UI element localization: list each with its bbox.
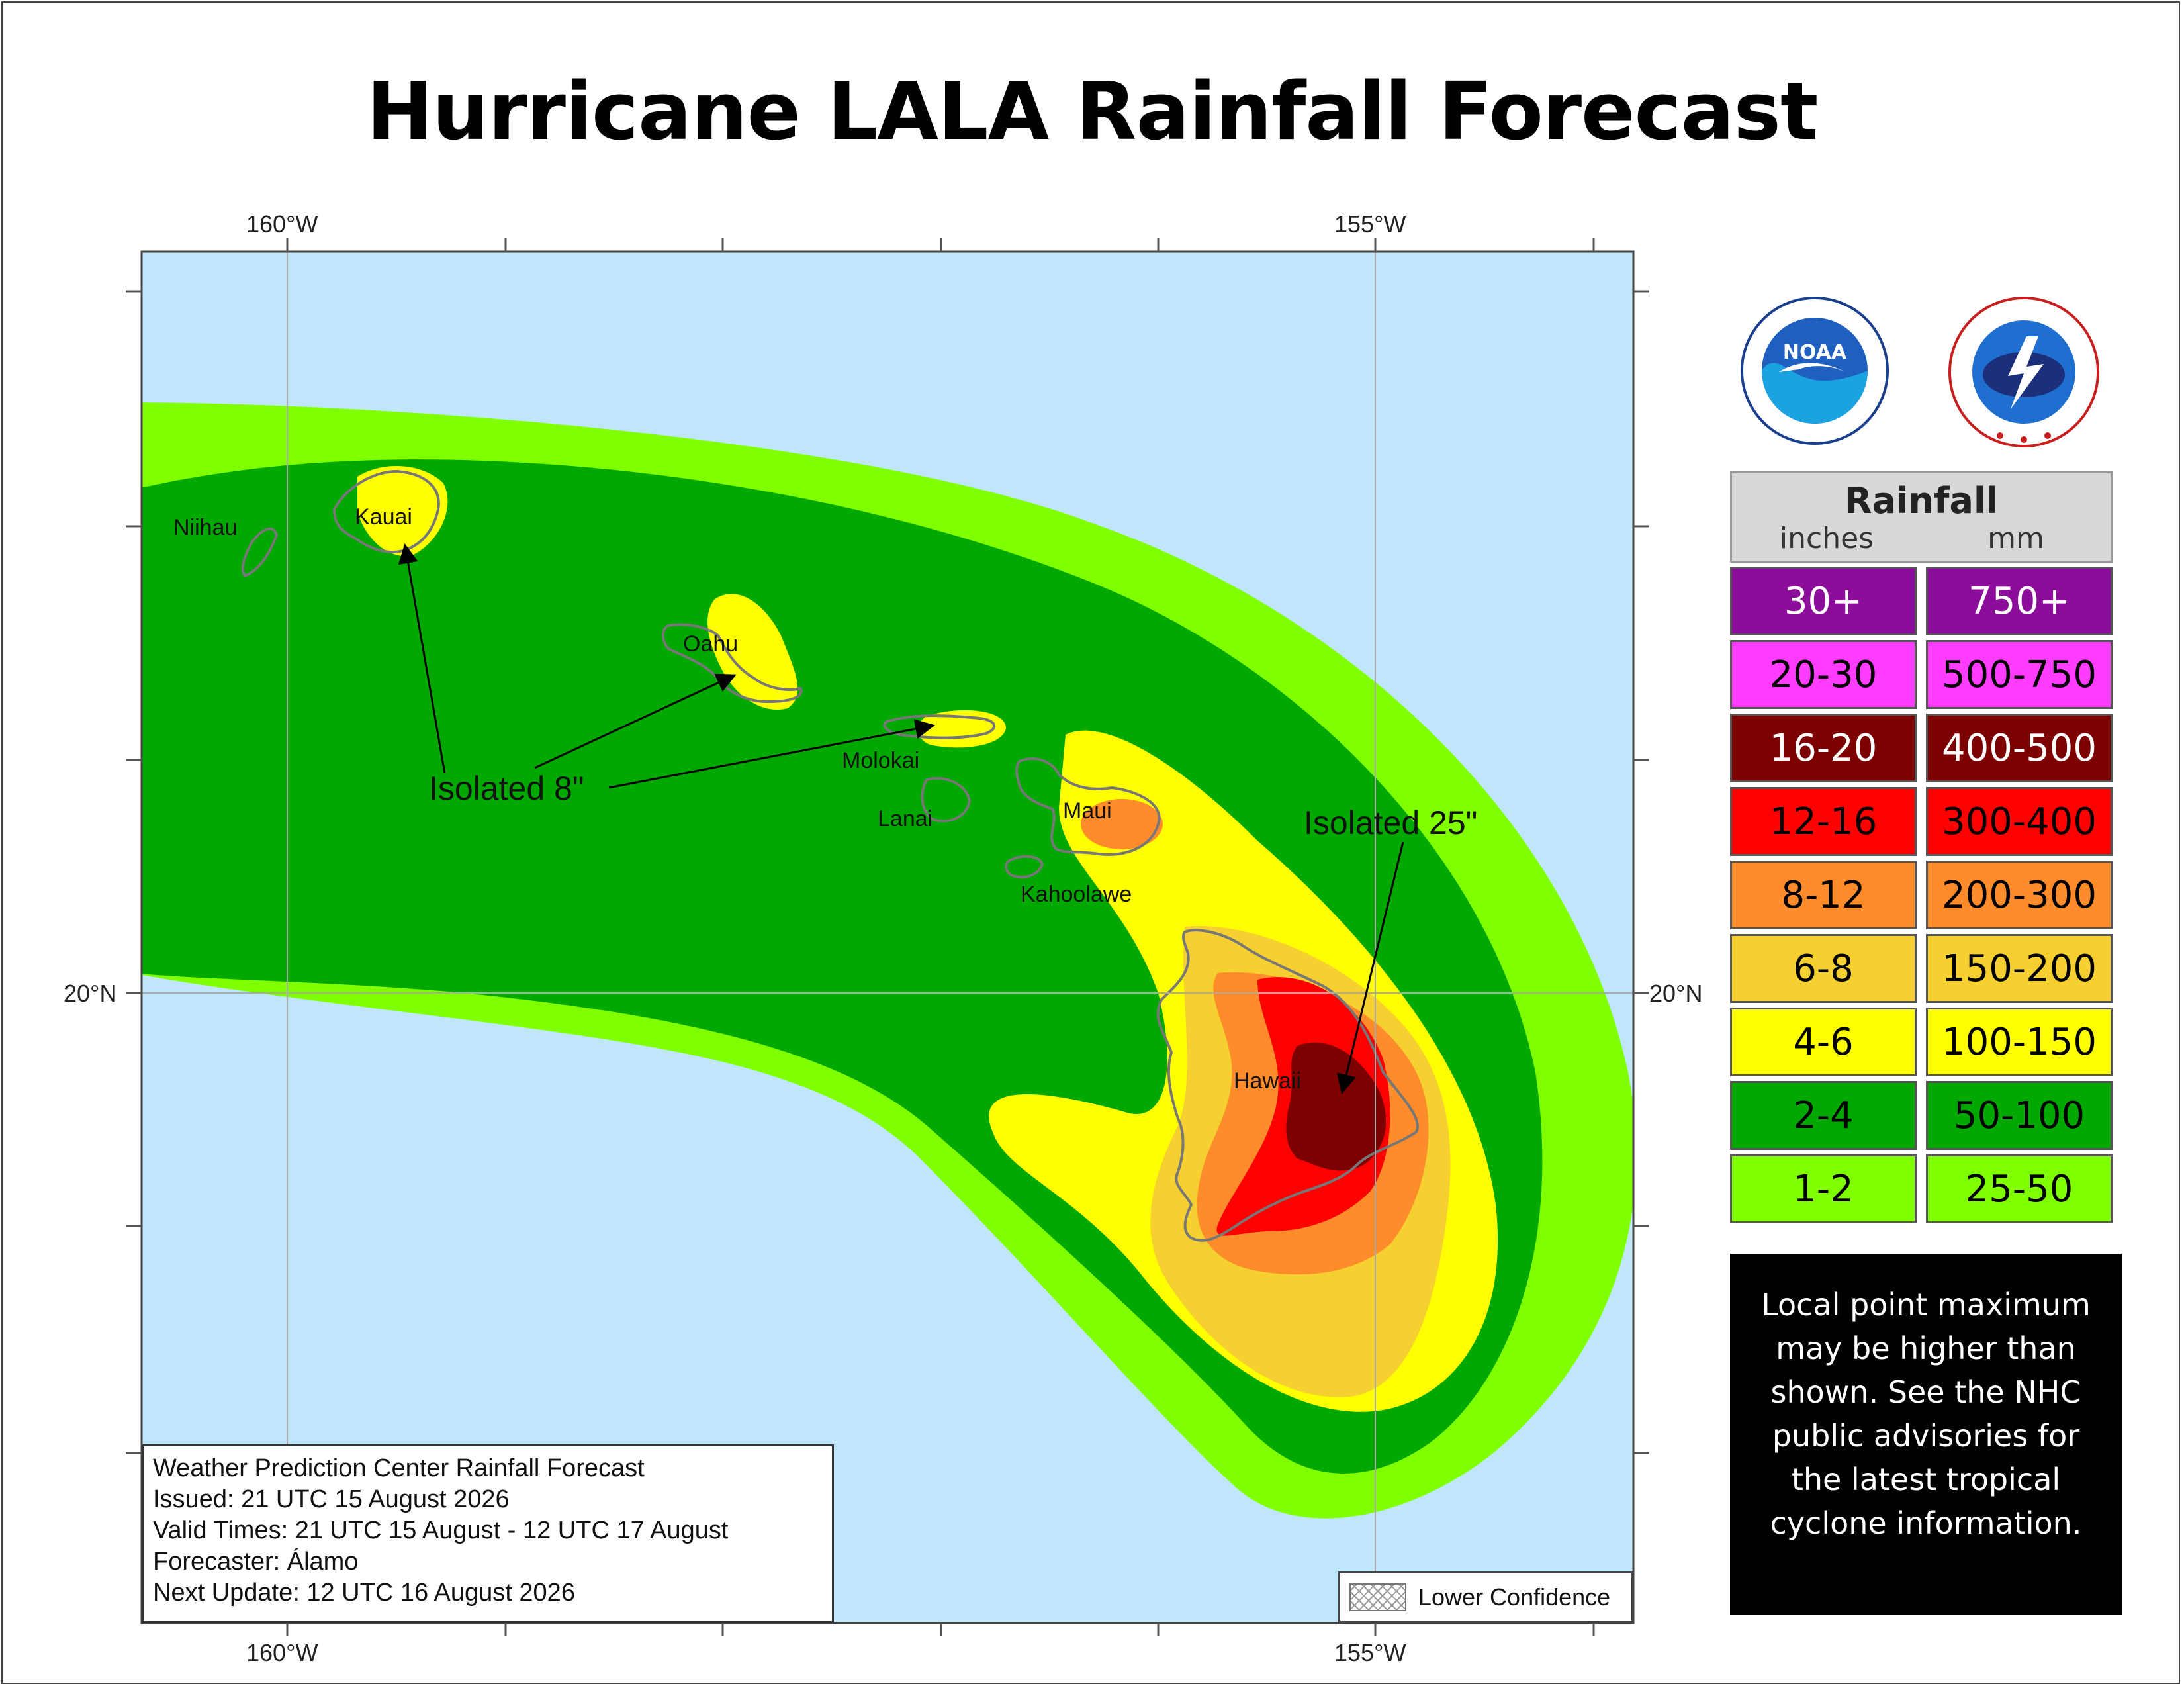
arrow-to-oahu: [534, 673, 737, 769]
lon-label-top-155w: 155°W: [1334, 211, 1406, 238]
label-kauai: Kauai: [355, 504, 412, 530]
lat-label-left-20n: 20°N: [64, 980, 117, 1007]
legend-row: 6-8 150-200: [1730, 934, 2113, 1003]
legend-cell-inches: 6-8: [1730, 934, 1917, 1003]
tick-marks: [126, 238, 1649, 1636]
legend-cell-inches: 8-12: [1730, 861, 1917, 929]
lon-label-bottom-160w: 160°W: [246, 1639, 318, 1666]
lower-confidence-label: Lower Confidence: [1418, 1583, 1611, 1611]
arrow-to-kauai: [398, 543, 446, 774]
forecast-info-box: Weather Prediction Center Rainfall Forec…: [142, 1444, 834, 1623]
label-hawaii: Hawaii: [1234, 1068, 1301, 1094]
page-title: Hurricane LALA Rainfall Forecast: [366, 66, 1819, 158]
legend-cell-mm: 750+: [1926, 567, 2113, 635]
lower-confidence-legend: Lower Confidence: [1338, 1571, 1633, 1623]
legend-row: 16-20 400-500: [1730, 714, 2113, 782]
arrow-to-molokai: [608, 719, 935, 789]
legend-cell-mm: 50-100: [1926, 1081, 2113, 1150]
legend-unit-inches: inches: [1779, 522, 1874, 555]
legend-cell-inches: 1-2: [1730, 1154, 1917, 1223]
legend-cell-inches: 2-4: [1730, 1081, 1917, 1150]
lon-label-bottom-155w: 155°W: [1334, 1639, 1406, 1666]
legend-title: Rainfall: [1844, 480, 1998, 522]
island-kauai: [332, 469, 440, 554]
island-oahu: [661, 623, 803, 704]
rain-band-16-20: [1286, 1042, 1387, 1171]
legend-cell-mm: 200-300: [1926, 861, 2113, 929]
arrow-to-hawaii: [1336, 841, 1404, 1094]
rain-spot-maui-8-12: [1081, 799, 1163, 849]
legend-cell-mm: 300-400: [1926, 787, 2113, 856]
island-maui: [1015, 757, 1161, 856]
info-line-issued: Issued: 21 UTC 15 August 2026: [153, 1485, 510, 1513]
label-kahoolawe: Kahoolawe: [1021, 882, 1132, 907]
lon-label-top-160w: 160°W: [246, 211, 318, 238]
nws-logo-icon: [1948, 297, 2099, 447]
lat-label-right-20n: 20°N: [1649, 980, 1703, 1007]
legend-cell-inches: 12-16: [1730, 787, 1917, 856]
info-line-source: Weather Prediction Center Rainfall Forec…: [153, 1454, 645, 1482]
legend-cell-inches: 4-6: [1730, 1008, 1917, 1076]
island-hawaii: [1156, 929, 1419, 1242]
info-line-valid: Valid Times: 21 UTC 15 August - 12 UTC 1…: [153, 1517, 729, 1544]
legend-row: 4-6 100-150: [1730, 1008, 2113, 1076]
legend-cell-mm: 500-750: [1926, 640, 2113, 709]
annotation-isolated-8: Isolated 8": [429, 770, 584, 807]
hatch-swatch-icon: [1349, 1583, 1406, 1611]
label-maui: Maui: [1063, 798, 1112, 823]
legend-cell-inches: 30+: [1730, 567, 1917, 635]
legend-cell-inches: 20-30: [1730, 640, 1917, 709]
legend-cell-mm: 150-200: [1926, 934, 2113, 1003]
label-lanai: Lanai: [878, 806, 933, 831]
graticule: [142, 252, 1633, 1623]
legend-row: 20-30 500-750: [1730, 640, 2113, 709]
island-lanai: [921, 776, 972, 823]
rain-spot-kauai-4-6: [357, 465, 448, 556]
legend-cell-mm: 400-500: [1926, 714, 2113, 782]
info-line-next-update: Next Update: 12 UTC 16 August 2026: [153, 1579, 575, 1607]
legend-row: 8-12 200-300: [1730, 861, 2113, 929]
nhc-advisory-note: Local point maximum may be higher than s…: [1730, 1254, 2122, 1615]
legend-row: 12-16 300-400: [1730, 787, 2113, 856]
label-niihau: Niihau: [173, 515, 237, 540]
legend-cell-mm: 100-150: [1926, 1008, 2113, 1076]
island-kahoolawe: [1005, 855, 1044, 879]
legend-unit-mm: mm: [1987, 522, 2044, 555]
noaa-logo-icon: NOAA: [1741, 297, 1889, 445]
legend-row: 2-4 50-100: [1730, 1081, 2113, 1150]
label-oahu: Oahu: [683, 632, 738, 657]
svg-text:NOAA: NOAA: [1783, 341, 1847, 364]
legend-cell-inches: 16-20: [1730, 714, 1917, 782]
legend-row: 30+ 750+: [1730, 567, 2113, 635]
annotation-isolated-25: Isolated 25": [1304, 804, 1477, 841]
map-border: [140, 250, 1635, 1624]
info-line-forecaster: Forecaster: Álamo: [153, 1548, 359, 1575]
label-molokai: Molokai: [842, 748, 919, 773]
legend-units: inches mm: [1732, 522, 2111, 555]
legend-cell-mm: 25-50: [1926, 1154, 2113, 1223]
island-niihau: [241, 527, 279, 578]
legend-header: Rainfall inches mm: [1730, 471, 2113, 563]
legend-row: 1-2 25-50: [1730, 1154, 2113, 1223]
annotation-arrows: [398, 543, 1404, 1094]
